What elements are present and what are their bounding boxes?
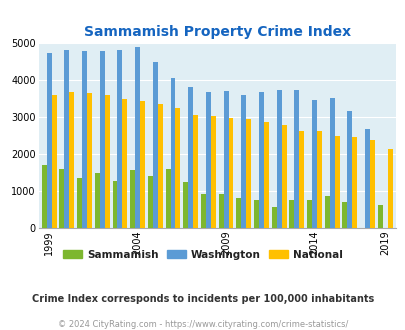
- Bar: [100, 51, 104, 228]
- Bar: [205, 92, 210, 228]
- Bar: [316, 131, 321, 228]
- Bar: [298, 131, 303, 228]
- Bar: [140, 101, 145, 228]
- Bar: [188, 87, 193, 228]
- Bar: [69, 92, 74, 228]
- Bar: [258, 92, 263, 228]
- Bar: [281, 125, 286, 228]
- Bar: [364, 129, 369, 228]
- Bar: [147, 176, 152, 228]
- Legend: Sammamish, Washington, National: Sammamish, Washington, National: [59, 246, 346, 264]
- Text: © 2024 CityRating.com - https://www.cityrating.com/crime-statistics/: © 2024 CityRating.com - https://www.city…: [58, 319, 347, 329]
- Bar: [122, 99, 127, 228]
- Bar: [200, 194, 205, 228]
- Bar: [241, 95, 245, 228]
- Bar: [352, 137, 356, 228]
- Bar: [42, 165, 47, 228]
- Bar: [236, 198, 241, 228]
- Bar: [104, 95, 109, 228]
- Text: Crime Index corresponds to incidents per 100,000 inhabitants: Crime Index corresponds to incidents per…: [32, 294, 373, 304]
- Bar: [82, 51, 87, 228]
- Bar: [329, 98, 334, 228]
- Bar: [254, 200, 258, 228]
- Bar: [347, 111, 352, 228]
- Bar: [165, 169, 170, 228]
- Bar: [324, 196, 329, 228]
- Bar: [387, 149, 392, 228]
- Bar: [210, 116, 215, 228]
- Bar: [377, 205, 382, 228]
- Bar: [130, 170, 135, 228]
- Bar: [369, 140, 374, 228]
- Bar: [294, 90, 298, 228]
- Bar: [193, 115, 198, 228]
- Bar: [152, 62, 158, 228]
- Bar: [228, 118, 233, 228]
- Bar: [87, 93, 92, 228]
- Bar: [289, 200, 294, 228]
- Bar: [64, 50, 69, 228]
- Bar: [341, 202, 347, 228]
- Bar: [112, 181, 117, 228]
- Bar: [223, 91, 228, 228]
- Bar: [170, 79, 175, 228]
- Bar: [47, 53, 51, 228]
- Bar: [59, 169, 64, 228]
- Bar: [175, 108, 180, 228]
- Bar: [263, 122, 268, 228]
- Bar: [95, 173, 100, 228]
- Title: Sammamish Property Crime Index: Sammamish Property Crime Index: [83, 25, 350, 39]
- Bar: [51, 95, 56, 228]
- Bar: [245, 119, 251, 228]
- Bar: [117, 50, 122, 228]
- Bar: [183, 182, 188, 228]
- Bar: [311, 100, 316, 228]
- Bar: [276, 90, 281, 228]
- Bar: [158, 104, 162, 228]
- Bar: [271, 207, 276, 228]
- Bar: [218, 194, 223, 228]
- Bar: [77, 178, 82, 228]
- Bar: [334, 136, 339, 228]
- Bar: [135, 47, 140, 228]
- Bar: [306, 200, 311, 228]
